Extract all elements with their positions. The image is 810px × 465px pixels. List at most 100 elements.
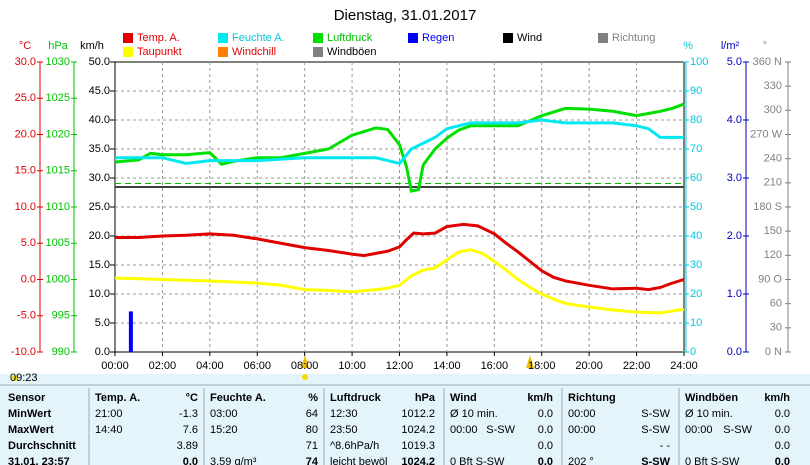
y-tick-label: -5.0	[17, 310, 36, 322]
y-tick-label: 5.0	[727, 56, 742, 68]
y-tick-label: 20	[690, 288, 702, 300]
column-header: Luftdruck	[330, 392, 382, 404]
y-tick-label: 1025	[46, 92, 70, 104]
cell-left: Ø 10 min.	[685, 408, 733, 420]
cell-left: ^8.6hPa/h	[330, 440, 379, 452]
cell-left: 00:00	[568, 424, 596, 436]
x-tick-label: 04:00	[196, 360, 224, 372]
legend-label: Luftdruck	[327, 32, 373, 44]
y-tick-label: 2.0	[727, 230, 742, 242]
legend-label: Regen	[422, 32, 454, 44]
column-header: Windböen	[685, 392, 738, 404]
y-tick-label: 10.0	[89, 288, 110, 300]
cell-value: 1024.2	[401, 424, 435, 436]
legend-swatch	[313, 47, 323, 57]
y-tick-label: 210	[764, 177, 782, 189]
cell-left: 21:00	[95, 408, 123, 420]
y-tick-label: 4.0	[727, 114, 742, 126]
y-tick-label: 45.0	[89, 85, 110, 97]
y-tick-label: 20.0	[89, 230, 110, 242]
legend-label: Taupunkt	[137, 46, 182, 58]
y-tick-label: 0.0	[727, 346, 742, 358]
y-tick-label: 10	[690, 317, 702, 329]
rain-bar	[128, 311, 133, 352]
y-tick-label: 5.0	[95, 317, 110, 329]
cell-left: 00:00	[450, 424, 478, 436]
y-tick-label: 120	[764, 249, 782, 261]
cell-value: 0.0	[183, 456, 198, 465]
row-label: 31.01. 23:57	[8, 456, 70, 465]
cell-value: 1024.2	[401, 456, 435, 465]
y-tick-label: 60	[770, 298, 782, 310]
cell-value: 1019.3	[401, 440, 435, 452]
y-tick-label: 0.0	[21, 273, 36, 285]
cell-left: 23:50	[330, 424, 358, 436]
y-tick-label: 150	[764, 225, 782, 237]
y-tick-label: 1000	[46, 273, 70, 285]
cell-left: 00:00	[685, 424, 713, 436]
y-tick-label: 270 W	[750, 128, 782, 140]
legend-label: Windböen	[327, 46, 377, 58]
x-tick-label: 06:00	[243, 360, 271, 372]
y-tick-label: 30.0	[89, 172, 110, 184]
cell-left: 12:30	[330, 408, 358, 420]
y-tick-label: 15.0	[89, 259, 110, 271]
y-tick-label: 1020	[46, 128, 70, 140]
cell-left: 00:00	[568, 408, 596, 420]
chart-title: Dienstag, 31.01.2017	[334, 7, 477, 24]
cell-left: 0 Bft S-SW	[450, 456, 505, 465]
axis-unit: °C	[19, 40, 31, 52]
y-tick-label: 180 S	[753, 201, 782, 213]
cell-value: 0.0	[775, 456, 790, 465]
cell-left: 202 °	[568, 456, 594, 465]
cell-left: leicht bewöl	[330, 456, 387, 465]
column-unit: °C	[186, 392, 198, 404]
y-tick-label: 330	[764, 80, 782, 92]
sun-icon	[302, 374, 308, 380]
y-tick-label: 70	[690, 143, 702, 155]
legend-swatch	[123, 47, 133, 57]
cell-value: 64	[306, 408, 318, 420]
column-header: Richtung	[568, 392, 616, 404]
legend-swatch	[123, 33, 133, 43]
y-tick-label: 30	[770, 322, 782, 334]
x-tick-label: 12:00	[386, 360, 414, 372]
y-tick-label: 995	[52, 310, 70, 322]
cell-value: 0.0	[538, 408, 553, 420]
row-label: Durchschnitt	[8, 440, 76, 452]
column-header: Feuchte A.	[210, 392, 266, 404]
y-tick-label: 90	[690, 85, 702, 97]
column-header: Sensor	[8, 392, 46, 404]
x-tick-label: 20:00	[575, 360, 603, 372]
series-line	[114, 102, 685, 193]
y-tick-label: 10.0	[15, 201, 36, 213]
y-tick-label: -10.0	[11, 346, 36, 358]
y-tick-label: 40.0	[89, 114, 110, 126]
y-tick-label: 300	[764, 104, 782, 116]
cell-value: S-SW	[641, 456, 670, 465]
y-tick-label: 0.0	[95, 346, 110, 358]
legend-label: Richtung	[612, 32, 655, 44]
x-tick-label: 16:00	[481, 360, 509, 372]
cell-value: 0.0	[538, 456, 553, 465]
legend-swatch	[503, 33, 513, 43]
cell-value: -1.3	[179, 408, 198, 420]
axis-unit: km/h	[80, 40, 104, 52]
y-tick-label: 80	[690, 114, 702, 126]
cell-value: - -	[660, 440, 671, 452]
axis-unit: °	[763, 40, 767, 52]
legend-swatch	[218, 33, 228, 43]
cell-value: 0.0	[538, 424, 553, 436]
cell-value: 71	[306, 440, 318, 452]
axis-unit: hPa	[48, 40, 68, 52]
y-tick-label: 20.0	[15, 128, 36, 140]
row-label: MaxWert	[8, 424, 54, 436]
y-tick-label: 240	[764, 153, 782, 165]
y-tick-label: 40	[690, 230, 702, 242]
column-unit: km/h	[527, 392, 553, 404]
cell-value: S-SW	[641, 424, 670, 436]
cell-value: 0.0	[775, 424, 790, 436]
legend-label: Temp. A.	[137, 32, 180, 44]
axis-unit: l/m²	[721, 40, 740, 52]
legend-swatch	[218, 47, 228, 57]
